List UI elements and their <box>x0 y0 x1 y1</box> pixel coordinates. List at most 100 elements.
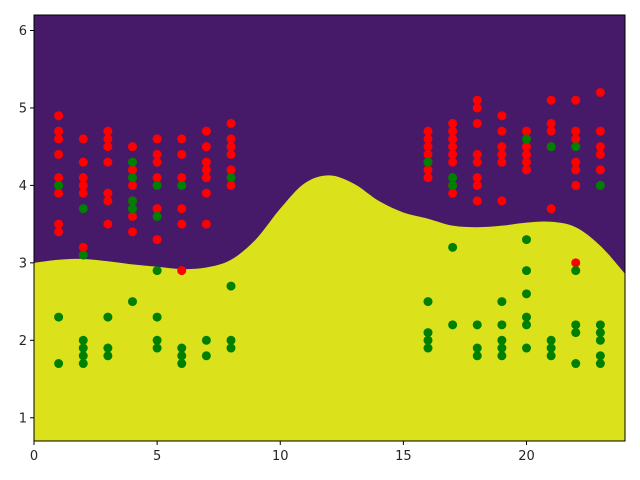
red-point <box>423 165 433 175</box>
red-point <box>448 142 458 152</box>
x-tick-label: 10 <box>272 449 289 464</box>
red-point <box>497 149 507 159</box>
green-point <box>595 335 605 345</box>
red-point <box>546 118 556 128</box>
red-point <box>522 142 531 152</box>
red-point <box>128 180 137 190</box>
green-point <box>522 134 531 144</box>
green-point <box>152 335 162 345</box>
green-point <box>128 204 137 214</box>
red-point <box>78 242 88 252</box>
red-point <box>78 134 88 144</box>
green-point <box>571 266 581 276</box>
red-point <box>78 188 88 198</box>
red-point <box>571 258 581 268</box>
green-point <box>522 343 531 353</box>
red-point <box>54 227 64 237</box>
green-point <box>226 173 236 183</box>
red-point <box>472 173 482 183</box>
green-point <box>546 335 556 345</box>
red-point <box>201 173 211 183</box>
green-point <box>177 351 187 361</box>
green-point <box>177 180 187 190</box>
red-point <box>595 149 605 159</box>
red-point <box>103 126 113 136</box>
red-point <box>571 95 581 105</box>
red-point <box>595 87 605 97</box>
green-point <box>128 297 137 307</box>
green-point <box>546 343 556 353</box>
green-point <box>54 359 64 369</box>
green-point <box>497 320 507 330</box>
red-point <box>546 95 556 105</box>
red-point <box>201 157 211 167</box>
red-point <box>448 134 458 144</box>
red-point <box>472 196 482 206</box>
red-point <box>201 142 211 152</box>
green-point <box>595 351 605 361</box>
red-point <box>152 204 162 214</box>
green-point <box>177 343 187 353</box>
red-point <box>103 188 113 198</box>
green-point <box>571 328 581 338</box>
red-point <box>595 165 605 175</box>
red-point <box>448 149 458 159</box>
green-point <box>571 320 581 330</box>
green-point <box>78 351 88 361</box>
red-point <box>522 157 531 167</box>
red-point <box>177 134 187 144</box>
red-point <box>472 149 482 159</box>
green-point <box>472 351 482 361</box>
red-point <box>177 173 187 183</box>
red-point <box>128 165 137 175</box>
green-point <box>201 335 211 345</box>
red-point <box>152 134 162 144</box>
red-point <box>152 157 162 167</box>
red-point <box>472 103 482 113</box>
red-point <box>226 165 236 175</box>
red-point <box>54 173 64 183</box>
green-point <box>152 211 162 221</box>
red-point <box>54 149 64 159</box>
red-point <box>201 188 211 198</box>
red-point <box>54 219 64 229</box>
x-axis: 0 5 10 15 20 <box>30 441 535 464</box>
y-axis: 1 2 3 4 5 6 <box>19 24 34 426</box>
green-point <box>54 312 64 322</box>
green-point <box>54 180 64 190</box>
plot-area <box>34 15 625 441</box>
green-point <box>472 320 482 330</box>
x-tick-label: 0 <box>30 449 38 464</box>
red-point <box>571 180 581 190</box>
red-point <box>497 196 507 206</box>
red-point <box>448 126 458 136</box>
green-point <box>226 281 236 291</box>
red-point <box>177 266 187 276</box>
y-tick-label: 1 <box>19 411 27 426</box>
green-point <box>595 180 605 190</box>
red-point <box>226 118 236 128</box>
red-point <box>103 157 113 167</box>
green-point <box>201 351 211 361</box>
green-point <box>472 343 482 353</box>
red-point <box>103 219 113 229</box>
red-point <box>128 142 137 152</box>
red-point <box>423 173 433 183</box>
green-point <box>448 320 458 330</box>
red-point <box>423 142 433 152</box>
green-point <box>546 351 556 361</box>
green-point <box>497 343 507 353</box>
y-tick-label: 6 <box>19 24 27 39</box>
green-point <box>152 266 162 276</box>
green-point <box>78 343 88 353</box>
red-point <box>152 173 162 183</box>
red-point <box>103 134 113 144</box>
green-point <box>497 335 507 345</box>
green-point <box>522 312 531 322</box>
red-point <box>78 173 88 183</box>
red-point <box>78 157 88 167</box>
red-point <box>54 126 64 136</box>
green-point <box>78 250 88 260</box>
green-point <box>128 173 137 183</box>
